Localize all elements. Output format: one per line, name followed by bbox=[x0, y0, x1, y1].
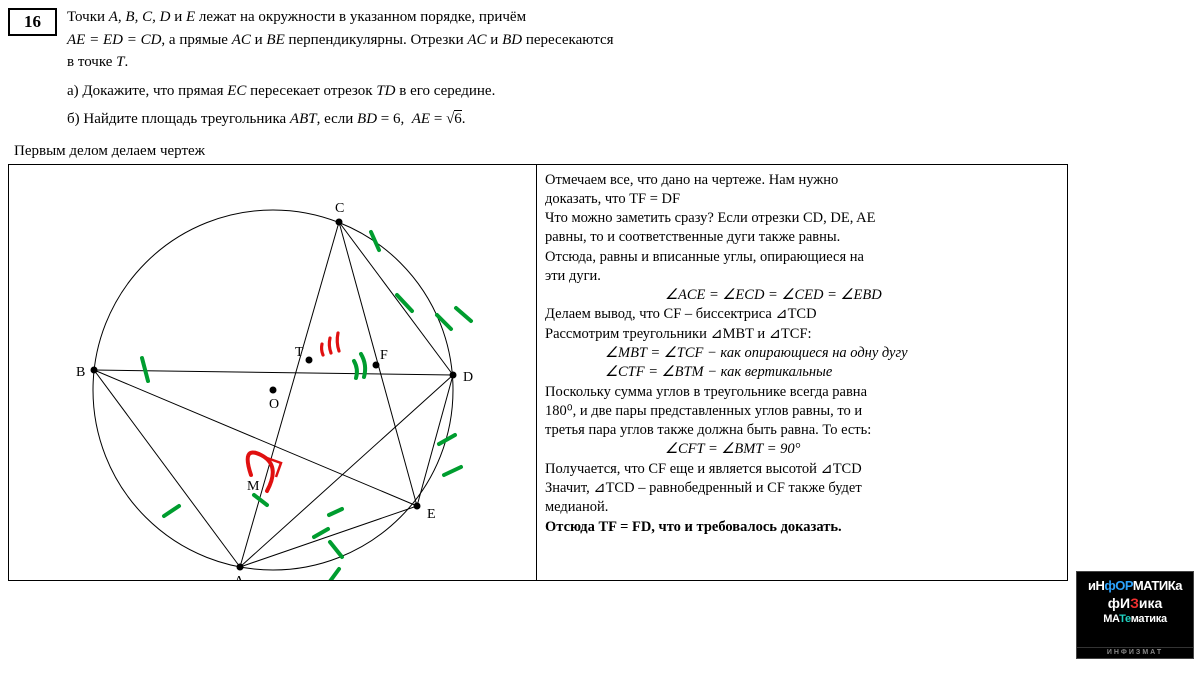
seg-be: BE bbox=[266, 32, 284, 48]
geometry-figure: A B C D E O T F M bbox=[9, 165, 537, 580]
text: Точки bbox=[67, 9, 109, 25]
solution-box: A B C D E O T F M Отмечаем все, что дано на черт… bbox=[8, 164, 1068, 581]
exp-line: Получается, что CF еще и является высото… bbox=[545, 460, 1059, 479]
logo-p: иН bbox=[1088, 578, 1104, 593]
sqrt-value: 6 bbox=[454, 110, 462, 127]
problem-header: 16 Точки A, B, C, D и E лежат на окружно… bbox=[8, 6, 1192, 137]
text: перпендикулярны. Отрезки bbox=[285, 32, 468, 48]
point-t: T bbox=[116, 54, 124, 70]
part-b-mid: , если bbox=[317, 111, 357, 127]
seg-td: TD bbox=[376, 83, 395, 99]
svg-text:F: F bbox=[380, 348, 388, 363]
text: и bbox=[174, 9, 186, 25]
text: и bbox=[487, 32, 503, 48]
svg-text:B: B bbox=[76, 365, 85, 380]
part-b-pre: б) Найдите площадь треугольника bbox=[67, 111, 290, 127]
svg-text:D: D bbox=[463, 370, 473, 385]
intro-text: Первым делом делаем чертеж bbox=[14, 143, 1192, 160]
exp-line: 180⁰, и две пары представленных углов ра… bbox=[545, 402, 1059, 421]
svg-text:E: E bbox=[427, 507, 436, 522]
part-a-post: в его середине. bbox=[396, 83, 496, 99]
exp-line: Рассмотрим треугольники ⊿MBT и ⊿TCF: bbox=[545, 325, 1059, 344]
exp-line: третья пара углов также должна быть равн… bbox=[545, 421, 1059, 440]
seg-ac2: AC bbox=[467, 32, 486, 48]
part-a-pre: а) Докажите, что прямая bbox=[67, 83, 227, 99]
exp-line: Отсюда, равны и вписанные углы, опирающи… bbox=[545, 248, 1059, 267]
tri-abt: ABT bbox=[290, 111, 317, 127]
seg-ec: EC bbox=[227, 83, 246, 99]
brand-logo: иНфОРМАТИКа фИЗика МАТематика ИНФИЗМАТ bbox=[1076, 571, 1194, 659]
exp-line: медианой. bbox=[545, 498, 1059, 517]
logo-p: фИ bbox=[1108, 595, 1130, 611]
seg-bd2: BD bbox=[357, 111, 377, 127]
logo-p: Те bbox=[1119, 613, 1131, 625]
svg-text:M: M bbox=[247, 479, 260, 494]
point-e: E bbox=[186, 9, 195, 25]
exp-line: Делаем вывод, что CF – биссектриса ⊿TCD bbox=[545, 305, 1059, 324]
exp-eq: ∠MBT = ∠TCF − как опирающиеся на одну ду… bbox=[545, 344, 1059, 363]
logo-subtitle: ИНФИЗМАТ bbox=[1077, 647, 1193, 656]
exp-line: Значит, ⊿TCD – равнобедренный и CF также… bbox=[545, 479, 1059, 498]
exp-line: эти дуги. bbox=[545, 267, 1059, 286]
sqrt-icon: 6 bbox=[446, 111, 462, 127]
explanation-cell: Отмечаем все, что дано на чертеже. Нам н… bbox=[537, 165, 1067, 580]
text: , а прямые bbox=[161, 32, 231, 48]
logo-p: МА bbox=[1103, 613, 1119, 625]
svg-text:A: A bbox=[234, 574, 245, 580]
logo-p: ика bbox=[1139, 595, 1162, 611]
figure-cell: A B C D E O T F M bbox=[9, 165, 537, 580]
equality: AE = ED = CD bbox=[67, 32, 161, 48]
logo-p: З bbox=[1130, 595, 1139, 611]
exp-line: Поскольку сумма углов в треугольнике все… bbox=[545, 383, 1059, 402]
part-a-mid: пересекает отрезок bbox=[246, 83, 376, 99]
exp-line: Отмечаем все, что дано на чертеже. Нам н… bbox=[545, 171, 1059, 190]
text: = 6, bbox=[377, 111, 408, 127]
exp-conclusion: Отсюда TF = FD, что и требовалось доказа… bbox=[545, 518, 1059, 537]
logo-p: фОР bbox=[1104, 578, 1133, 593]
svg-text:C: C bbox=[335, 201, 344, 216]
exp-eq: ∠CFT = ∠BMT = 90° bbox=[545, 440, 1059, 459]
logo-p: МАТИКа bbox=[1133, 578, 1182, 593]
seg-ae: AE bbox=[412, 111, 430, 127]
problem-number: 16 bbox=[8, 8, 57, 36]
exp-eq: ∠CTF = ∠BTM − как вертикальные bbox=[545, 363, 1059, 382]
exp-line: Что можно заметить сразу? Если отрезки C… bbox=[545, 209, 1059, 228]
text: в точке bbox=[67, 54, 116, 70]
seg-bd: BD bbox=[502, 32, 522, 48]
text: и bbox=[251, 32, 267, 48]
logo-p: матика bbox=[1131, 613, 1167, 625]
svg-text:T: T bbox=[295, 345, 304, 360]
svg-text:O: O bbox=[269, 397, 279, 412]
exp-line: равны, то и соответственные дуги также р… bbox=[545, 228, 1059, 247]
text: лежат на окружности в указанном порядке,… bbox=[199, 9, 526, 25]
problem-statement: Точки A, B, C, D и E лежат на окружности… bbox=[67, 6, 614, 137]
exp-line: доказать, что TF = DF bbox=[545, 190, 1059, 209]
exp-eq: ∠ACE = ∠ECD = ∠CED = ∠EBD bbox=[545, 286, 1059, 305]
text: пересекаются bbox=[522, 32, 614, 48]
text: = bbox=[430, 111, 446, 127]
seg-ac: AC bbox=[232, 32, 251, 48]
points-list: A, B, C, D bbox=[109, 9, 171, 25]
